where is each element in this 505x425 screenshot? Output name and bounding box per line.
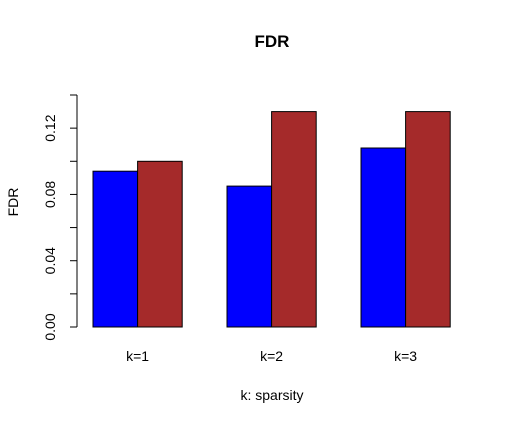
y-tick-label: 0.08 (42, 181, 58, 208)
bar-k=1-series-2 (137, 160, 183, 328)
y-axis: 0.00 0.04 0.08 0.12 (42, 94, 78, 341)
y-axis-label: FDR (5, 188, 21, 217)
bar-k=3-series-1 (360, 147, 407, 328)
x-tick-label: k=1 (126, 348, 149, 364)
bar-k=2-series-2 (271, 111, 317, 328)
y-tick-label: 0.04 (42, 247, 58, 274)
x-tick-label: k=2 (260, 348, 283, 364)
bar-k=3-series-2 (405, 111, 451, 328)
y-tick-label: 0.12 (42, 114, 58, 141)
x-axis-tick-labels: k=1 k=2 k=3 (126, 348, 417, 364)
x-axis-label: k: sparsity (240, 387, 303, 403)
y-tick-label: 0.00 (42, 313, 58, 340)
chart-title: FDR (255, 32, 290, 51)
bar-k=1-series-1 (92, 170, 139, 328)
bar-k=2-series-1 (226, 185, 273, 328)
bars-layer (92, 111, 451, 328)
x-tick-label: k=3 (394, 348, 417, 364)
